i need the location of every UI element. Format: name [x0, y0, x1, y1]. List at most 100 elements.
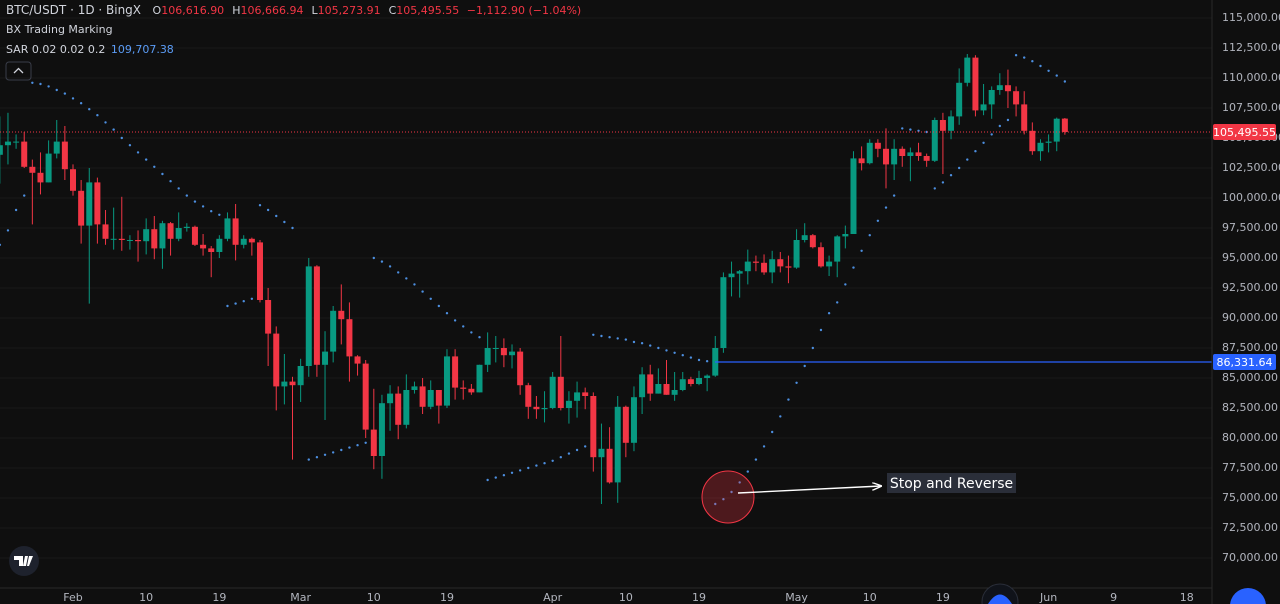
collapse-button[interactable] — [5, 61, 32, 81]
sar-name: SAR 0.02 0.02 0.2 — [6, 43, 106, 56]
candle-body — [167, 223, 174, 239]
candle-body — [996, 85, 1003, 91]
candle-body — [761, 262, 768, 273]
sar-dot — [559, 456, 562, 459]
annotation-box — [887, 473, 1016, 493]
price-label: 105,495.55 — [1213, 126, 1276, 139]
candle-body — [614, 406, 621, 483]
x-tick-label: Mar — [290, 591, 311, 604]
sar-dot — [966, 158, 969, 161]
sar-dot — [445, 312, 449, 315]
candle-body — [704, 375, 711, 379]
sar-dot — [689, 356, 693, 359]
candle-body — [549, 376, 556, 409]
candle-body — [720, 277, 727, 349]
sar-dot — [1023, 56, 1026, 59]
candle-body — [891, 148, 898, 165]
sar-dot — [624, 338, 628, 341]
candle-body — [630, 397, 637, 443]
y-tick-label: 92,500.00 — [1222, 281, 1278, 294]
candle-body — [322, 351, 329, 365]
sar-dot — [502, 474, 506, 477]
candle-body — [411, 386, 418, 391]
candle-body — [354, 356, 361, 364]
candle-body — [21, 141, 28, 167]
sar-dot — [23, 194, 26, 197]
sar-dot — [6, 229, 10, 232]
sar-dot — [608, 336, 611, 339]
y-tick-label: 95,000.00 — [1222, 251, 1278, 264]
candle-body — [0, 145, 3, 155]
avatar[interactable] — [981, 583, 1019, 604]
candle-body — [1029, 130, 1036, 152]
candle-body — [817, 247, 824, 267]
candle-body — [948, 116, 955, 131]
sar-dot — [754, 458, 758, 461]
logo-mark — [14, 556, 33, 566]
ohlc-key: O — [152, 4, 162, 17]
price-label-box — [1213, 124, 1276, 141]
sar-dot — [738, 481, 741, 484]
candle-body — [1013, 91, 1020, 105]
chevron-icon — [13, 67, 24, 74]
sar-dot — [714, 502, 717, 506]
candle-body — [517, 351, 524, 386]
action-button[interactable] — [1230, 588, 1266, 604]
sar-dot — [71, 97, 75, 100]
candle-body — [736, 271, 743, 274]
sar-dot — [575, 448, 579, 452]
candle-body — [574, 392, 581, 401]
candle-body — [525, 385, 532, 407]
indicator-name: BX Trading Marking — [6, 23, 113, 36]
candle-body — [939, 120, 946, 131]
candle-body — [826, 261, 833, 267]
ohlc-key: L — [311, 4, 318, 17]
sar-dot — [1055, 74, 1058, 77]
candle-body — [443, 356, 450, 406]
x-tick-label: 10 — [619, 591, 633, 604]
sar-dot — [1031, 60, 1034, 63]
candle-body — [1021, 104, 1028, 131]
sar-dot — [307, 458, 310, 461]
sar-dot — [957, 166, 961, 170]
sar-dot — [836, 301, 839, 304]
x-tick-label: 10 — [139, 591, 153, 604]
candle-body — [208, 248, 215, 253]
sar-dot — [803, 364, 806, 368]
candle-body — [452, 356, 459, 388]
sar-dot — [901, 127, 904, 130]
candle-body — [801, 235, 808, 241]
candle-body — [265, 300, 272, 334]
candle-body — [1045, 141, 1052, 143]
plot: Stop and Reverse — [0, 54, 1212, 524]
sar-dot — [494, 476, 497, 479]
sar-dot — [120, 136, 123, 140]
y-tick-label: 70,000.00 — [1222, 551, 1278, 564]
sar-dot — [982, 141, 985, 145]
candle-body — [647, 374, 654, 394]
sar-dot — [705, 360, 709, 363]
sar-dot — [14, 208, 18, 212]
sar-dot — [226, 304, 229, 308]
sar-dot — [348, 446, 351, 449]
avatar-mark — [988, 594, 1012, 604]
candle-body — [923, 156, 930, 161]
candle-body — [191, 226, 198, 245]
sar-dot — [657, 346, 660, 350]
candle-body — [842, 234, 849, 237]
candle-body — [793, 240, 800, 268]
candle-body — [541, 408, 548, 410]
candle-body — [143, 229, 150, 242]
candle-body — [159, 223, 166, 249]
sar-dot — [242, 300, 245, 303]
x-tick-label: Apr — [543, 591, 563, 604]
candle-body — [809, 235, 816, 248]
candle-body — [606, 448, 613, 483]
x-tick-label: 9 — [1110, 591, 1117, 604]
highlight-circle — [701, 470, 755, 524]
sar-dot — [380, 260, 384, 263]
sar-dot — [884, 206, 888, 209]
candle-body — [744, 261, 751, 272]
sar-dot — [486, 478, 489, 482]
